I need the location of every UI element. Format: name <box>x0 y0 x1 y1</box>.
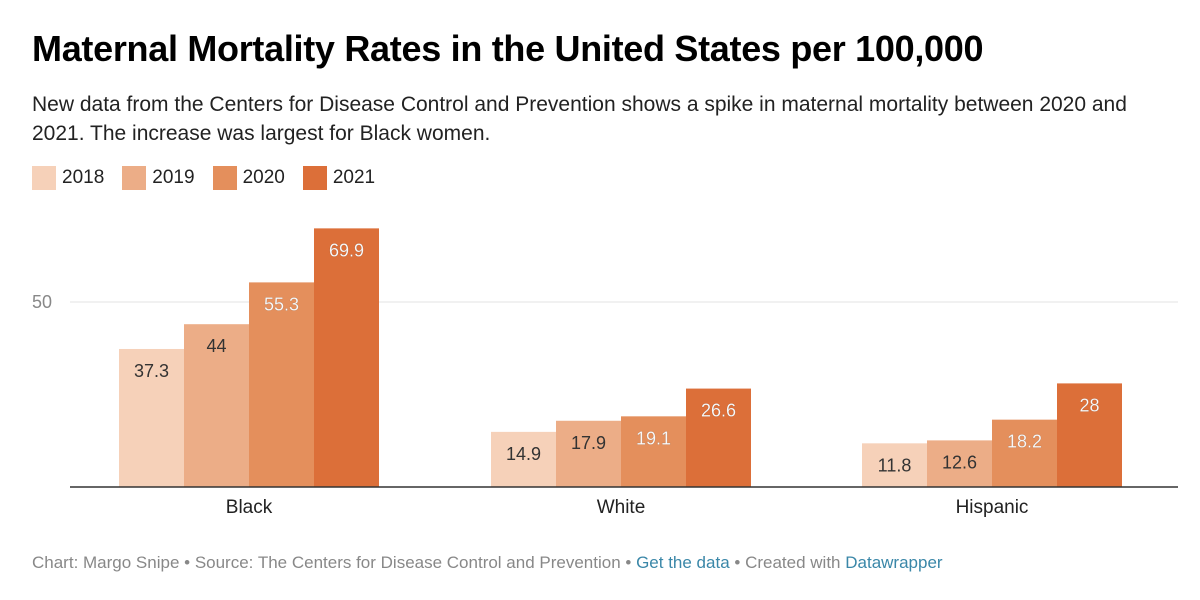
data-label-black-2020: 55.3 <box>264 294 299 314</box>
x-category-label-hispanic: Hispanic <box>956 497 1029 518</box>
data-label-hispanic-2020: 18.2 <box>1007 432 1042 452</box>
legend: 2018 2019 2020 2021 <box>32 166 375 190</box>
legend-swatch-2021 <box>302 166 327 190</box>
legend-swatch-2019 <box>122 166 147 190</box>
legend-item-2019: 2019 <box>122 166 195 190</box>
data-label-hispanic-2019: 12.6 <box>942 452 977 472</box>
bar-hispanic-2018 <box>862 443 927 487</box>
footer-separator: • <box>179 553 195 572</box>
bar-hispanic-2020 <box>992 419 1057 487</box>
data-label-black-2018: 37.3 <box>134 361 169 381</box>
footer-separator: • <box>729 553 746 572</box>
legend-label-2018: 2018 <box>62 167 105 188</box>
legend-label-2021: 2021 <box>332 167 376 188</box>
bar-white-2021 <box>686 388 751 487</box>
bar-hispanic-2019 <box>927 440 992 487</box>
datawrapper-link[interactable]: Datawrapper <box>845 553 943 572</box>
y-tick-label: 50 <box>32 292 52 312</box>
chart-credit: Chart: Margo Snipe <box>32 553 180 572</box>
legend-swatch-2018 <box>32 166 56 190</box>
chart-subtitle: New data from the Centers for Disease Co… <box>32 93 1127 145</box>
legend-item-2020: 2020 <box>212 166 285 190</box>
x-category-label-white: White <box>597 497 646 518</box>
source-text: Source: The Centers for Disease Control … <box>194 553 621 572</box>
bar-black-2020 <box>249 282 314 487</box>
legend-item-2018: 2018 <box>32 166 104 190</box>
get-the-data-link[interactable]: Get the data <box>636 553 730 572</box>
created-with-text: Created with <box>745 553 846 572</box>
legend-swatch-2020 <box>212 166 237 190</box>
footer-separator: • <box>620 553 637 572</box>
bar-white-2019 <box>556 420 621 487</box>
data-label-hispanic-2021: 28 <box>1079 395 1099 415</box>
footer: Chart: Margo Snipe • Source: The Centers… <box>32 553 943 573</box>
legend-label-2020: 2020 <box>242 167 285 188</box>
bar-black-2019 <box>184 324 249 487</box>
bar-hispanic-2021 <box>1057 383 1122 487</box>
data-label-black-2021: 69.9 <box>329 240 364 260</box>
data-label-white-2018: 14.9 <box>506 444 541 464</box>
legend-label-2019: 2019 <box>152 167 195 188</box>
data-label-white-2019: 17.9 <box>571 433 606 453</box>
data-label-hispanic-2018: 11.8 <box>878 455 912 475</box>
data-label-white-2021: 26.6 <box>701 401 736 421</box>
x-category-label-black: Black <box>226 497 273 518</box>
data-label-white-2020: 19.1 <box>636 428 671 448</box>
data-label-black-2019: 44 <box>206 336 226 356</box>
chart-title: Maternal Mortality Rates in the United S… <box>32 28 984 69</box>
bar-white-2020 <box>621 416 686 487</box>
legend-item-2021: 2021 <box>302 166 376 190</box>
bar-black-2018 <box>119 348 184 487</box>
bar-black-2021 <box>314 228 379 487</box>
bar-white-2018 <box>491 431 556 487</box>
